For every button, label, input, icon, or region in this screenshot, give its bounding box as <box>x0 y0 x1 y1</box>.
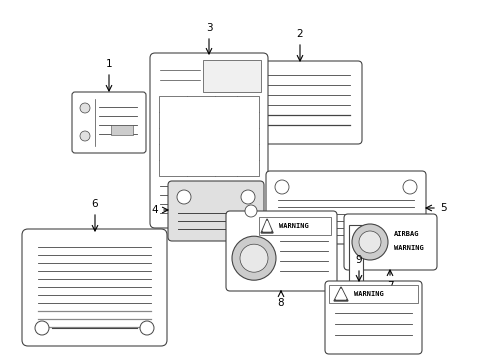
Bar <box>159 96 259 176</box>
FancyBboxPatch shape <box>150 53 267 228</box>
Circle shape <box>244 205 257 217</box>
Text: 4: 4 <box>151 205 158 215</box>
Text: 5: 5 <box>439 203 446 213</box>
Text: 3: 3 <box>205 23 212 33</box>
Circle shape <box>177 190 191 204</box>
Bar <box>111 125 133 135</box>
Text: WARNING: WARNING <box>353 291 383 297</box>
Circle shape <box>402 180 416 194</box>
Text: 7: 7 <box>386 281 392 291</box>
Circle shape <box>240 244 267 272</box>
Circle shape <box>35 321 49 335</box>
Text: 6: 6 <box>92 199 98 209</box>
Bar <box>258 217 330 235</box>
Circle shape <box>231 236 275 280</box>
Polygon shape <box>263 221 270 231</box>
Polygon shape <box>261 219 272 233</box>
Text: WARNING: WARNING <box>279 223 308 229</box>
FancyBboxPatch shape <box>248 61 361 144</box>
Bar <box>328 285 417 303</box>
Circle shape <box>80 131 90 141</box>
Bar <box>203 60 261 92</box>
Polygon shape <box>335 289 346 299</box>
FancyBboxPatch shape <box>22 229 167 346</box>
Text: 9: 9 <box>355 255 362 265</box>
Text: 2: 2 <box>296 29 303 39</box>
Polygon shape <box>333 287 347 301</box>
FancyBboxPatch shape <box>72 92 146 153</box>
Text: WARNING: WARNING <box>393 245 423 251</box>
Bar <box>348 225 362 287</box>
Circle shape <box>351 224 387 260</box>
FancyBboxPatch shape <box>343 214 436 270</box>
FancyBboxPatch shape <box>168 181 264 241</box>
FancyBboxPatch shape <box>265 171 425 244</box>
Text: 1: 1 <box>105 59 112 69</box>
Text: 8: 8 <box>277 298 284 308</box>
Circle shape <box>241 190 254 204</box>
FancyBboxPatch shape <box>325 281 421 354</box>
FancyBboxPatch shape <box>225 211 336 291</box>
Circle shape <box>358 231 380 253</box>
Circle shape <box>274 180 288 194</box>
Text: AIRBAG: AIRBAG <box>393 231 419 237</box>
Circle shape <box>140 321 154 335</box>
Circle shape <box>80 103 90 113</box>
